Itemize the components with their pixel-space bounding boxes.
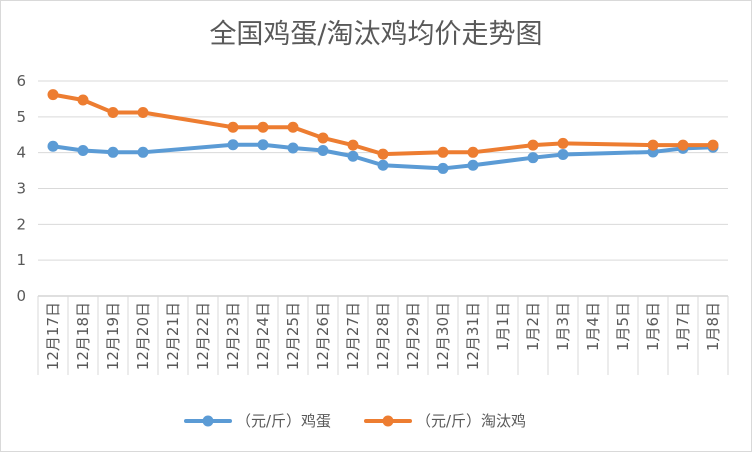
data-point-series-0 xyxy=(227,139,239,151)
x-tick-label: 1月3日 xyxy=(554,302,572,351)
data-point-series-0 xyxy=(287,142,299,154)
x-tick-label: 12月22日 xyxy=(194,302,212,370)
data-point-series-1 xyxy=(107,107,119,119)
x-tick-label: 12月29日 xyxy=(404,302,422,370)
x-tick-label: 12月18日 xyxy=(74,302,92,370)
x-tick-label: 12月31日 xyxy=(464,302,482,370)
data-point-series-0 xyxy=(137,146,149,158)
data-point-series-0 xyxy=(317,145,329,157)
legend-swatch-marker xyxy=(382,415,394,427)
data-point-series-1 xyxy=(437,146,449,158)
data-point-series-1 xyxy=(77,94,89,106)
legend-label: （元/斤）淘汰鸡 xyxy=(416,412,526,430)
data-point-series-1 xyxy=(467,146,479,158)
x-tick-label: 12月19日 xyxy=(104,302,122,370)
data-point-series-1 xyxy=(137,107,149,119)
x-tick-label: 12月21日 xyxy=(164,302,182,370)
data-point-series-0 xyxy=(77,145,89,157)
data-point-series-1 xyxy=(287,121,299,133)
data-point-series-0 xyxy=(437,162,449,174)
x-tick-label: 12月25日 xyxy=(284,302,302,370)
data-point-series-0 xyxy=(257,139,269,151)
data-point-series-0 xyxy=(527,152,539,164)
y-tick-label: 0 xyxy=(16,287,26,305)
x-tick-label: 1月7日 xyxy=(674,302,692,351)
x-tick-label: 1月2日 xyxy=(524,302,542,351)
x-tick-label: 1月6日 xyxy=(644,302,662,351)
data-point-series-0 xyxy=(47,140,59,152)
y-tick-label: 5 xyxy=(16,108,26,126)
x-tick-label: 1月5日 xyxy=(614,302,632,351)
x-tick-label: 1月1日 xyxy=(494,302,512,351)
x-tick-label: 1月8日 xyxy=(704,302,722,351)
data-point-series-0 xyxy=(467,159,479,171)
x-tick-label: 12月20日 xyxy=(134,302,152,370)
y-tick-label: 4 xyxy=(16,144,26,162)
data-point-series-1 xyxy=(227,121,239,133)
data-point-series-0 xyxy=(347,150,359,162)
data-point-series-1 xyxy=(557,137,569,149)
y-tick-label: 3 xyxy=(16,180,26,198)
data-point-series-1 xyxy=(677,139,689,151)
data-point-series-0 xyxy=(377,159,389,171)
legend-swatch-marker xyxy=(202,415,214,427)
data-point-series-1 xyxy=(317,132,329,144)
chart-title: 全国鸡蛋/淘汰鸡均价走势图 xyxy=(209,19,543,50)
data-point-series-1 xyxy=(47,89,59,101)
data-point-series-1 xyxy=(377,148,389,160)
x-tick-label: 12月28日 xyxy=(374,302,392,370)
x-tick-label: 12月23日 xyxy=(224,302,242,370)
x-tick-label: 12月27日 xyxy=(344,302,362,370)
data-point-series-1 xyxy=(707,139,719,151)
data-point-series-1 xyxy=(257,121,269,133)
y-tick-label: 2 xyxy=(16,215,26,233)
legend-label: （元/斤）鸡蛋 xyxy=(236,412,331,430)
data-point-series-0 xyxy=(107,146,119,158)
series-line-1 xyxy=(51,92,715,157)
y-tick-label: 6 xyxy=(16,72,26,90)
data-point-series-1 xyxy=(347,139,359,151)
y-tick-label: 1 xyxy=(16,251,26,269)
data-point-series-1 xyxy=(647,139,659,151)
x-tick-label: 12月30日 xyxy=(434,302,452,370)
x-tick-label: 12月17日 xyxy=(44,302,62,370)
data-point-series-1 xyxy=(527,139,539,151)
x-tick-label: 12月24日 xyxy=(254,302,272,370)
data-point-series-0 xyxy=(557,148,569,160)
x-tick-label: 12月26日 xyxy=(314,302,332,370)
x-tick-label: 1月4日 xyxy=(584,302,602,351)
